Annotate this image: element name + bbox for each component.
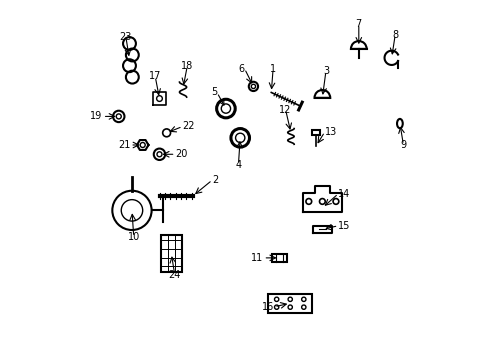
- Text: 23: 23: [120, 32, 132, 42]
- Text: 19: 19: [90, 111, 102, 121]
- Text: 12: 12: [279, 105, 291, 114]
- Text: 21: 21: [118, 140, 130, 150]
- Text: 20: 20: [175, 149, 187, 159]
- Text: 5: 5: [210, 87, 217, 98]
- Text: 22: 22: [183, 121, 195, 131]
- Text: 4: 4: [235, 159, 241, 170]
- Text: 8: 8: [391, 30, 398, 40]
- Text: 2: 2: [212, 175, 218, 185]
- Text: 15: 15: [338, 221, 350, 231]
- Bar: [311, 130, 319, 135]
- Text: 6: 6: [238, 64, 244, 73]
- Text: 10: 10: [127, 232, 140, 242]
- Text: 9: 9: [400, 140, 406, 150]
- Text: 11: 11: [251, 253, 263, 263]
- Text: 16: 16: [262, 302, 274, 312]
- Text: 3: 3: [322, 66, 328, 76]
- Text: 14: 14: [338, 189, 350, 199]
- Text: 1: 1: [269, 64, 276, 74]
- Bar: [267, 294, 312, 312]
- Text: 7: 7: [355, 19, 361, 29]
- Text: 17: 17: [149, 71, 161, 81]
- Text: 24: 24: [168, 270, 181, 280]
- Text: 13: 13: [324, 127, 336, 137]
- Text: 18: 18: [181, 61, 193, 71]
- Bar: [160, 235, 182, 272]
- Bar: [271, 253, 287, 262]
